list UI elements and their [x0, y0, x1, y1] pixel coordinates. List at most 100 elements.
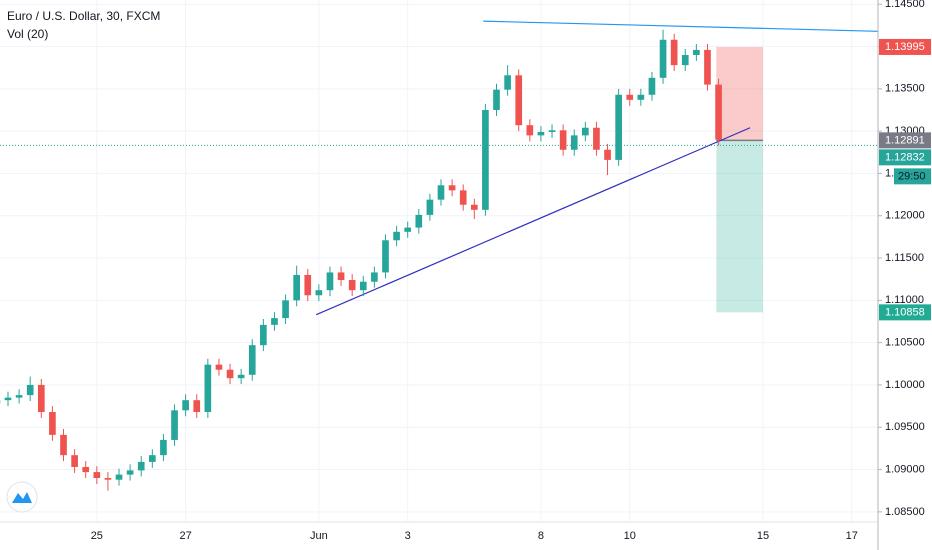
candle-body — [282, 300, 289, 319]
logo[interactable] — [6, 481, 38, 513]
logo-circle[interactable] — [6, 481, 38, 513]
candle-body — [448, 185, 456, 191]
trend-line — [315, 127, 751, 316]
candle-body — [315, 290, 323, 296]
candle-body — [182, 400, 189, 411]
entry-price-label: 1.12891 — [885, 134, 925, 146]
countdown-bg — [894, 168, 931, 185]
candle-body — [137, 461, 145, 471]
trend-line — [483, 20, 879, 32]
candle-body — [148, 455, 156, 462]
candle-body — [82, 467, 90, 473]
candle-body — [326, 272, 334, 291]
candle-body — [570, 135, 578, 150]
candle-body — [482, 109, 489, 210]
candle-body — [604, 149, 611, 160]
candle-body — [704, 49, 711, 85]
candle-body — [359, 281, 367, 291]
candle-body — [260, 324, 267, 346]
last-price-label: 1.12832 — [885, 151, 925, 163]
y-tick-label: 1.09500 — [885, 421, 925, 433]
candle-body — [204, 364, 212, 413]
candle-body — [615, 94, 622, 160]
target-price-label: 1.10858 — [885, 306, 925, 318]
candle-body — [693, 49, 700, 55]
candle-body — [15, 395, 23, 398]
candle-body — [459, 190, 467, 205]
candle-body — [526, 125, 534, 136]
x-tick-label: 27 — [180, 530, 192, 542]
stop-price-label-bg — [879, 38, 931, 55]
candle-body — [681, 54, 689, 66]
candle-body — [226, 369, 234, 379]
target-price-label-bg — [879, 304, 931, 321]
candle-body — [49, 412, 56, 435]
stop-zone — [716, 46, 763, 141]
y-tick-label: 1.12000 — [885, 210, 925, 222]
candle-body — [248, 345, 256, 375]
candle-body — [493, 89, 500, 110]
candle-body — [104, 478, 112, 480]
y-tick-label: 1.09000 — [885, 463, 925, 475]
candle-body — [426, 199, 434, 215]
candle-body — [293, 274, 300, 301]
candle-body — [271, 318, 278, 325]
candle-body — [337, 272, 345, 281]
candle-body — [126, 470, 134, 475]
y-tick-label: 1.13500 — [885, 83, 925, 95]
candle-body — [415, 214, 423, 228]
candle-body — [504, 75, 511, 90]
candle-body — [648, 77, 656, 95]
candle-body — [715, 84, 722, 140]
y-tick-label: 1.10000 — [885, 379, 925, 391]
candle-body — [593, 127, 600, 150]
chart-title: Euro / U.S. Dollar, 30, FXCM — [7, 9, 160, 23]
stop-price-label: 1.13995 — [885, 41, 925, 53]
candle-body — [4, 397, 12, 401]
candle-body — [393, 231, 400, 241]
candle-body — [115, 474, 123, 480]
candle-body — [171, 410, 178, 440]
candle-body — [37, 384, 45, 413]
x-tick-label: Jun — [310, 530, 328, 542]
candle-body — [382, 240, 389, 273]
candle-body — [659, 39, 667, 78]
candle-body — [404, 227, 412, 232]
candle-body — [160, 439, 167, 456]
candle-body — [537, 131, 545, 136]
logo-icon[interactable] — [12, 492, 32, 503]
candle-body — [348, 280, 356, 291]
candle-body — [60, 434, 67, 456]
candle-body — [26, 384, 34, 396]
y-tick-label: 1.08500 — [885, 506, 925, 518]
candle-body — [470, 204, 478, 210]
x-tick-label: 25 — [91, 530, 103, 542]
candle-body — [548, 130, 556, 132]
candle-body — [215, 364, 223, 370]
entry-price-label-bg — [879, 132, 931, 149]
x-tick-label: 3 — [405, 530, 411, 542]
candle-body — [559, 130, 567, 150]
candle-body — [93, 472, 101, 479]
y-tick-label: 1.14500 — [885, 0, 925, 10]
candle-body — [437, 185, 445, 200]
x-tick-label: 10 — [624, 530, 636, 542]
y-tick-label: 1.11500 — [885, 252, 924, 264]
x-tick-label: 17 — [846, 530, 858, 542]
candle-body — [515, 75, 523, 126]
candle-body — [670, 39, 678, 66]
candle-body — [193, 400, 201, 413]
candle-body — [71, 455, 78, 468]
candle-body — [626, 94, 634, 100]
candle-body — [371, 272, 378, 282]
y-tick-label: 1.10500 — [885, 337, 925, 349]
x-tick-label: 15 — [757, 530, 769, 542]
target-zone — [716, 140, 763, 313]
candle-body — [304, 274, 312, 296]
candle-body — [637, 94, 645, 100]
countdown: 29:50 — [898, 170, 926, 182]
x-tick-label: 8 — [538, 530, 544, 542]
y-tick-label: 1.11000 — [885, 294, 924, 306]
last-price-label-bg — [879, 149, 931, 166]
